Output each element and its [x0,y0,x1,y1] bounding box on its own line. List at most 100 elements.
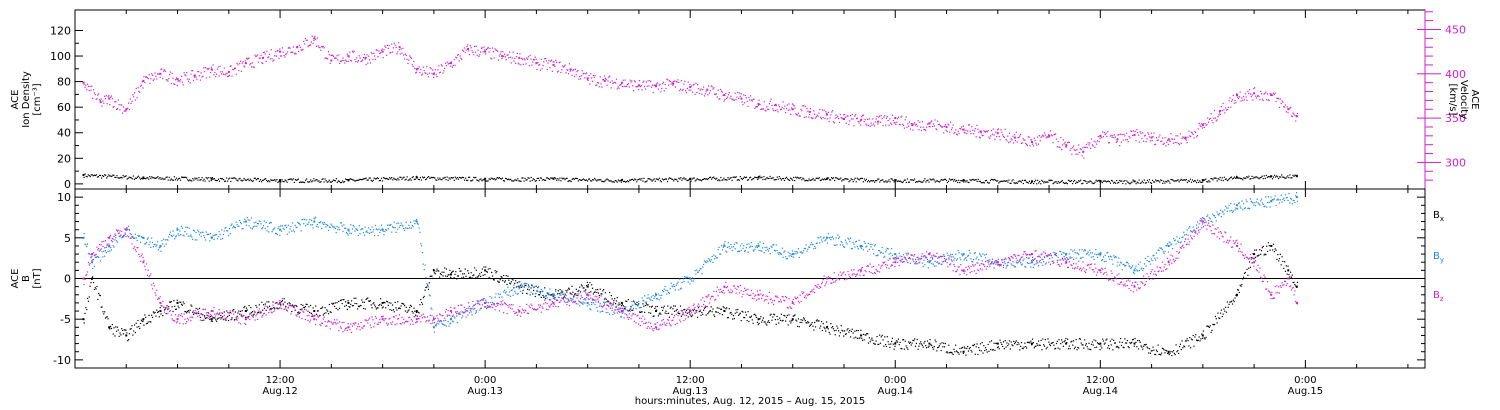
velocity-trace-dot [626,85,628,87]
density-trace-dot [751,179,753,181]
bx-trace-dot [168,306,170,308]
velocity-trace-dot [886,116,888,118]
by-trace-dot [537,290,539,293]
density-trace-dot [99,174,102,177]
density-trace-dot [706,178,709,180]
density-trace-dot [1164,182,1166,184]
density-trace-dot [483,178,485,181]
density-trace-dot [410,179,412,181]
density-trace-dot [586,180,589,182]
velocity-trace-dot [308,45,310,47]
bx-trace-dot [284,301,286,303]
density-trace-dot [473,176,475,179]
velocity-point [364,56,367,59]
velocity-trace-dot [637,85,639,88]
bx-trace-dot [1040,339,1042,342]
bx-point [791,318,794,321]
density-trace-dot [250,179,252,181]
bx-trace-dot [557,290,559,292]
velocity-trace-dot [1278,106,1281,109]
velocity-trace-dot [210,66,213,68]
velocity-trace-dot [1022,138,1024,140]
velocity-point [279,50,282,53]
bx-trace-dot [333,305,336,308]
bx-trace-dot [1206,325,1208,327]
by-trace-dot [163,238,165,240]
velocity-trace-dot [1285,111,1287,113]
velocity-trace-dot [1123,133,1125,136]
density-trace-dot [325,180,327,182]
velocity-trace-dot [941,126,943,128]
bx-trace-dot [773,313,775,315]
velocity-trace-dot [148,74,150,76]
velocity-trace-dot [327,51,330,53]
bx-trace-dot [100,306,102,308]
by-trace-dot [273,228,275,230]
bx-trace-dot [1256,255,1258,257]
density-trace-dot [711,178,713,180]
by-point [1133,269,1136,272]
density-trace-dot [317,180,319,182]
by-trace-dot [645,301,647,303]
bx-trace-dot [291,310,293,313]
density-trace-dot [737,179,739,181]
velocity-trace-dot [1012,135,1014,137]
velocity-trace-dot [212,64,214,66]
density-trace-dot [267,181,269,183]
bx-trace-dot [943,346,946,348]
velocity-point [877,120,880,123]
velocity-trace-dot [470,47,472,49]
bx-trace-dot [1279,253,1281,255]
density-trace-dot [770,177,772,180]
density-trace-dot [1037,179,1039,181]
bx-trace-dot [1182,347,1184,349]
bx-trace-dot [778,322,780,324]
bx-trace-dot [708,310,711,312]
density-trace-dot [907,181,910,183]
velocity-trace-dot [1224,112,1226,114]
density-trace-dot [1112,182,1115,184]
density-trace-dot [799,177,801,179]
density-trace-dot [855,181,857,183]
bx-trace-dot [1208,326,1211,329]
bx-trace-dot [920,341,922,343]
density-trace-dot [869,180,872,182]
bx-trace-dot [368,300,371,302]
bx-trace-dot [1054,348,1056,350]
by-trace-dot [473,308,475,310]
bx-trace-dot [502,280,504,282]
by-trace-dot [360,228,362,231]
bx-trace-dot [694,312,696,314]
bx-trace-dot [1232,299,1234,301]
bx-trace-dot [503,274,505,277]
by-trace-dot [419,231,421,233]
velocity-trace-dot [1177,135,1179,137]
velocity-trace-dot [817,115,819,117]
by-trace-dot [429,295,431,297]
density-trace-dot [984,180,986,182]
density-trace-dot [671,178,673,180]
by-trace-dot [418,227,420,229]
density-trace-dot [1295,174,1297,177]
velocity-trace-dot [1161,137,1164,139]
velocity-trace-dot [638,79,641,82]
by-trace-dot [204,239,207,241]
velocity-trace-dot [107,96,109,98]
bx-trace-dot [612,303,614,305]
velocity-trace-dot [193,76,195,78]
bx-trace-dot [524,284,526,287]
bx-trace-dot [907,348,909,350]
density-trace-dot [783,179,786,182]
velocity-trace-dot [1116,140,1118,143]
density-trace-dot [1148,179,1151,181]
by-trace-dot [95,256,97,259]
bx-trace-dot [1020,345,1022,347]
by-trace-dot [558,296,560,299]
velocity-trace-dot [1100,135,1102,138]
density-trace-dot [91,174,93,176]
bx-trace-dot [521,286,523,288]
velocity-trace-dot [729,97,731,99]
by-trace-dot [392,226,395,229]
bx-trace-dot [802,317,805,319]
bx-trace-dot [687,316,689,318]
